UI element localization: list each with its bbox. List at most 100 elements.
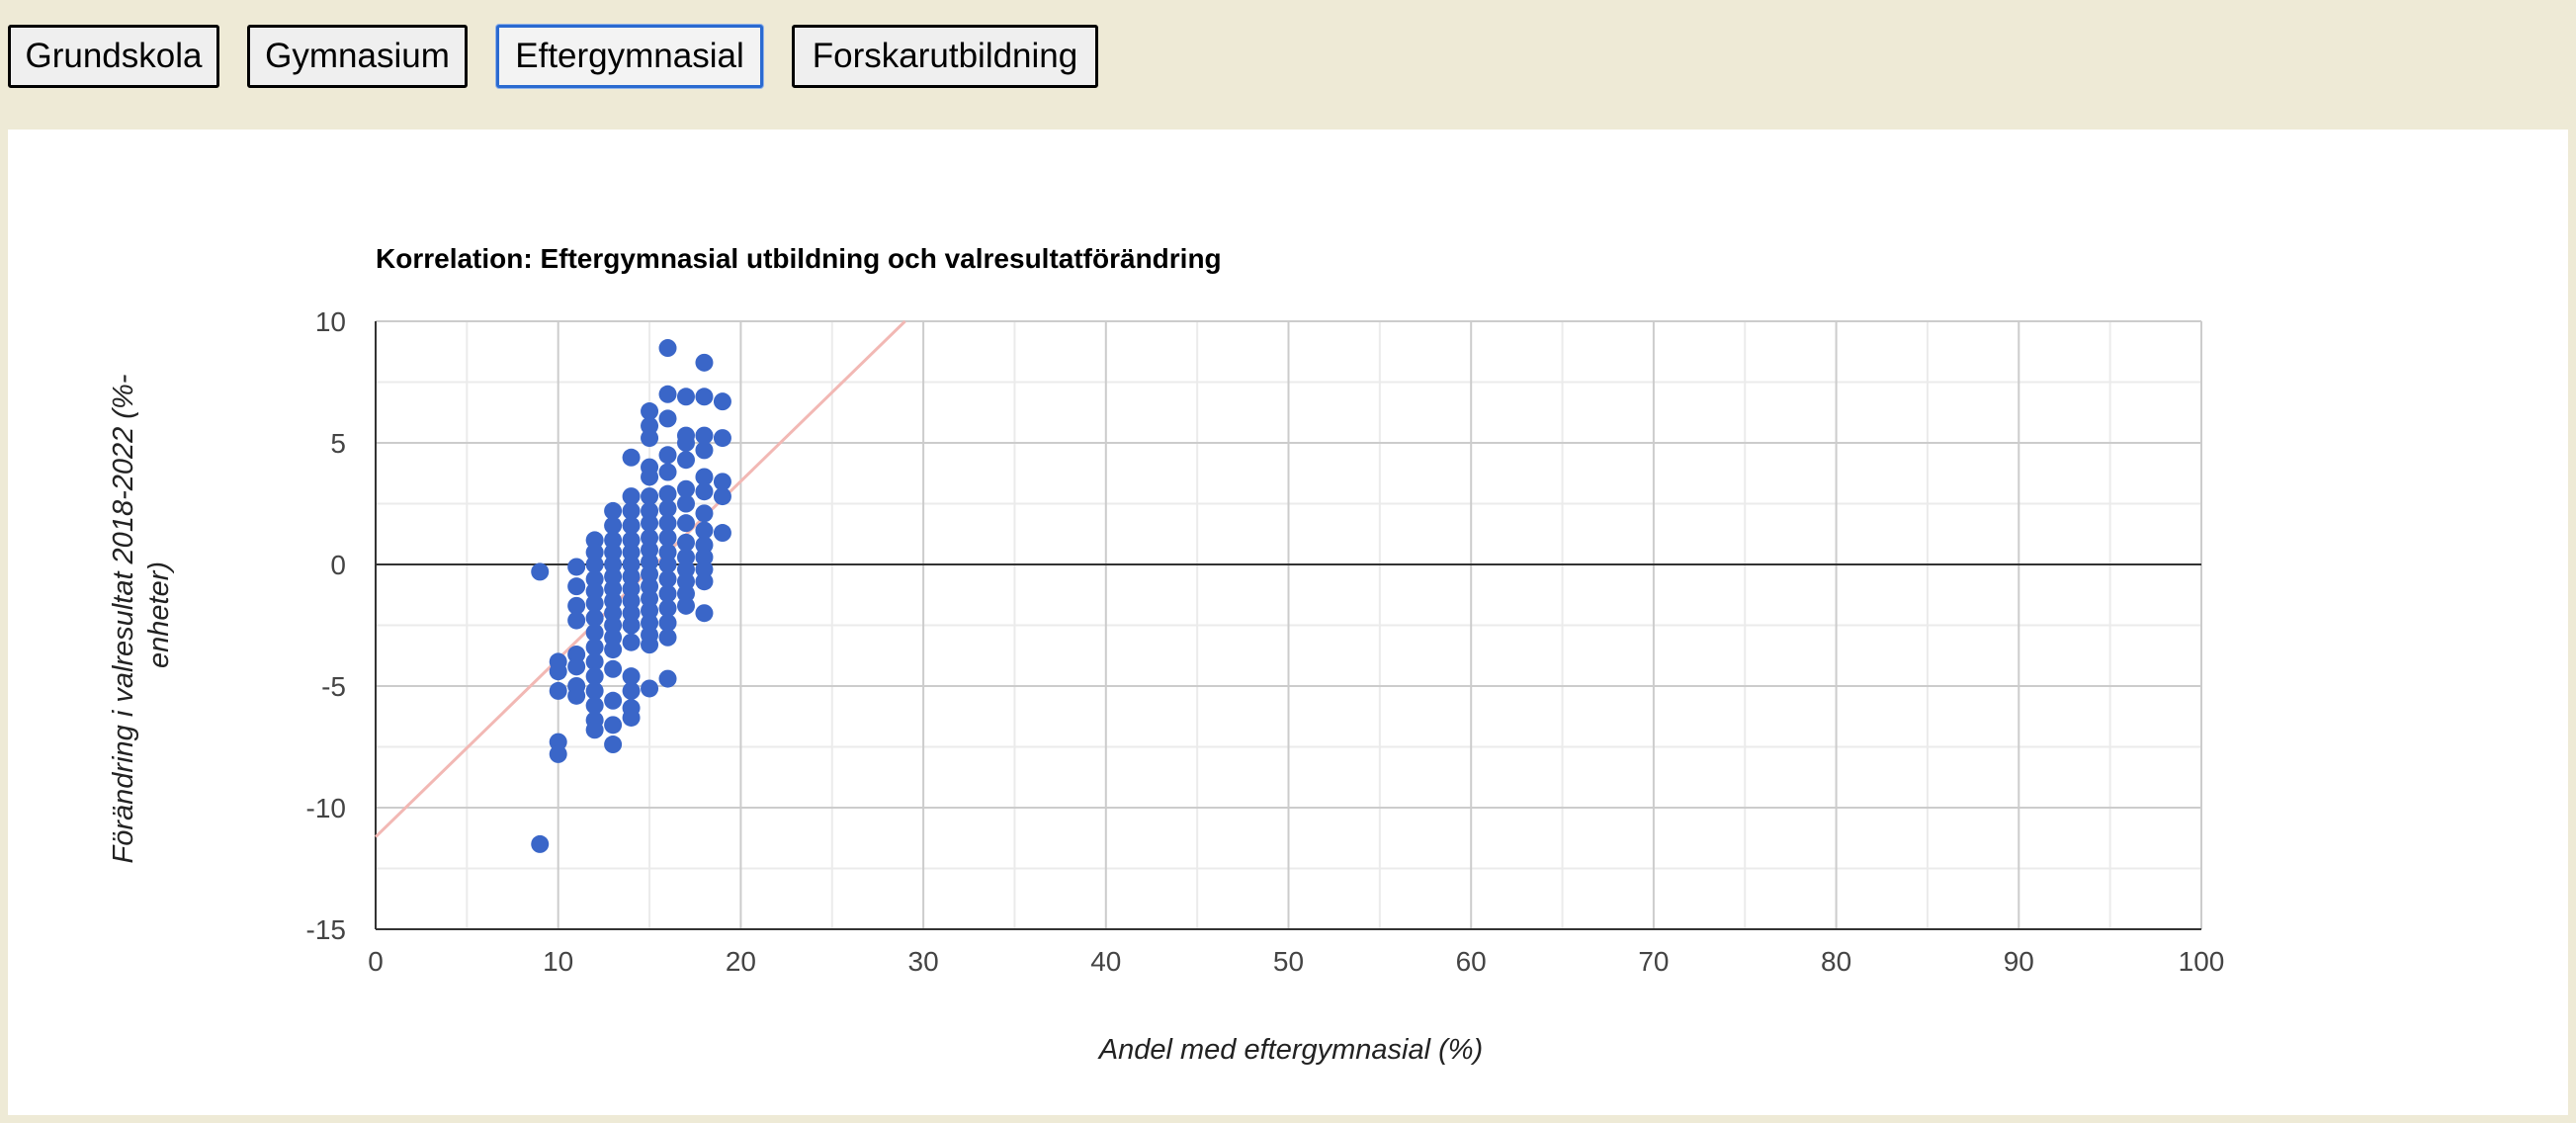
tab-grundskola[interactable]: Grundskola <box>8 25 219 88</box>
x-tick-label: 40 <box>1090 946 1121 977</box>
chart-title: Korrelation: Eftergymnasial utbildning o… <box>376 243 1222 274</box>
data-point <box>604 531 623 550</box>
data-point <box>641 501 659 520</box>
trendline <box>374 319 906 838</box>
data-point <box>585 556 604 573</box>
x-tick-label: 20 <box>726 946 756 977</box>
y-axis-label-line-1: Förändring i valresultat 2018-2022 (%- <box>108 375 139 864</box>
y-axis-label: Förändring i valresultat 2018-2022 (%- e… <box>108 367 175 864</box>
level-toolbar: Grundskola Gymnasium Eftergymnasial Fors… <box>0 0 2576 127</box>
data-point <box>658 446 677 465</box>
x-tick-label: 30 <box>908 946 939 977</box>
data-point <box>641 601 659 620</box>
data-point <box>695 426 714 445</box>
data-point <box>658 528 677 547</box>
data-point <box>604 641 623 659</box>
data-point <box>549 681 567 700</box>
data-point <box>641 487 659 506</box>
data-point <box>658 628 677 647</box>
y-tick-label: 10 <box>315 306 346 337</box>
data-point <box>713 429 731 448</box>
x-tick-label: 0 <box>368 946 384 977</box>
x-tick-label: 50 <box>1273 946 1304 977</box>
data-point <box>695 521 714 540</box>
data-point <box>585 667 604 686</box>
data-point <box>549 733 567 751</box>
data-point <box>531 562 550 581</box>
data-point <box>622 531 641 550</box>
y-tick-label: 0 <box>330 550 346 580</box>
data-point <box>676 596 695 615</box>
data-point <box>641 636 659 654</box>
data-point <box>695 468 714 486</box>
data-point <box>641 541 659 560</box>
data-point <box>585 696 604 715</box>
data-point <box>713 487 731 506</box>
data-point <box>604 604 623 623</box>
data-point <box>604 501 623 520</box>
data-point <box>658 409 677 428</box>
data-point <box>676 533 695 552</box>
data-point <box>658 614 677 633</box>
data-point <box>567 577 586 596</box>
data-point <box>676 494 695 513</box>
data-point <box>622 579 641 598</box>
data-point <box>622 633 641 651</box>
data-point <box>713 392 731 411</box>
data-point <box>676 584 695 603</box>
data-point <box>604 567 623 586</box>
data-point <box>676 514 695 533</box>
data-point <box>622 543 641 562</box>
data-point <box>641 528 659 547</box>
data-point <box>622 448 641 467</box>
tab-eftergymnasial[interactable]: Eftergymnasial <box>496 25 763 88</box>
data-point <box>604 628 623 647</box>
data-point <box>658 514 677 533</box>
data-point <box>695 441 714 460</box>
data-point <box>604 616 623 635</box>
data-point <box>676 572 695 591</box>
data-point <box>604 591 623 610</box>
data-point <box>585 721 604 739</box>
data-point <box>585 531 604 550</box>
y-tick-label: -5 <box>321 671 346 702</box>
data-point <box>641 402 659 421</box>
y-axis-label-line-2: enheter) <box>143 562 175 668</box>
data-point <box>567 657 586 676</box>
data-point <box>695 482 714 501</box>
data-point <box>641 589 659 608</box>
data-point <box>585 569 604 588</box>
data-point <box>641 577 659 596</box>
data-point <box>622 616 641 635</box>
data-point <box>604 659 623 678</box>
data-point <box>531 834 550 853</box>
x-axis-label: Andel med eftergymnasial (%) <box>1097 1034 1483 1066</box>
data-point <box>567 596 586 615</box>
data-point <box>658 569 677 588</box>
data-point <box>604 516 623 535</box>
x-tick-label: 70 <box>1638 946 1669 977</box>
x-tick-label: 60 <box>1456 946 1487 977</box>
data-point <box>658 339 677 358</box>
y-tick-label: 5 <box>330 428 346 459</box>
data-point <box>567 558 586 576</box>
tab-forskarutbildning[interactable]: Forskarutbildning <box>792 25 1098 88</box>
data-point <box>658 599 677 618</box>
data-point <box>622 604 641 623</box>
data-point <box>622 681 641 700</box>
data-point <box>585 543 604 562</box>
data-point <box>585 638 604 656</box>
data-point <box>658 556 677 573</box>
data-point <box>567 686 586 705</box>
data-point <box>658 385 677 403</box>
data-point <box>604 579 623 598</box>
data-point <box>641 416 659 435</box>
data-point <box>604 735 623 754</box>
data-point <box>567 646 586 664</box>
data-point <box>695 548 714 566</box>
data-point <box>585 623 604 642</box>
data-point <box>622 667 641 686</box>
tab-gymnasium[interactable]: Gymnasium <box>247 25 468 88</box>
x-tick-label: 90 <box>2004 946 2034 977</box>
data-point <box>658 584 677 603</box>
